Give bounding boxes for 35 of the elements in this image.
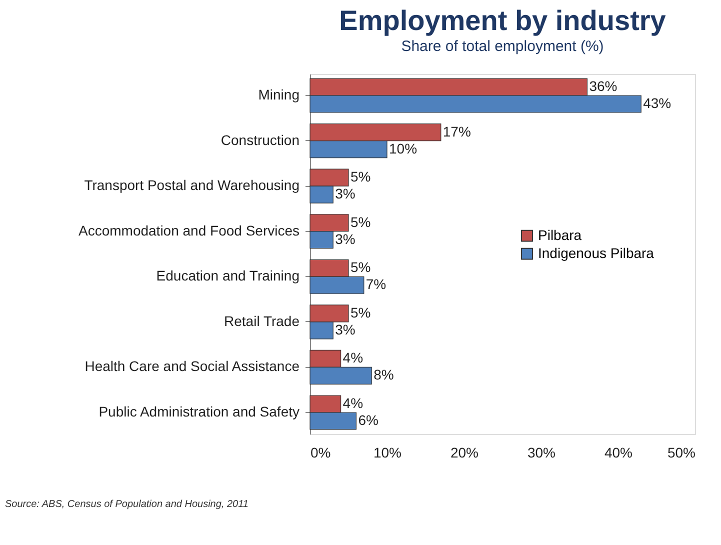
y-tick-label: Public Administration and Safety bbox=[98, 403, 300, 420]
y-tick-label: Mining bbox=[258, 86, 300, 103]
x-tick-label: 10% bbox=[373, 444, 402, 460]
data-label: 17% bbox=[442, 123, 471, 140]
data-label: 5% bbox=[350, 304, 371, 320]
x-tick-label: 0% bbox=[310, 444, 331, 460]
x-tick-label: 20% bbox=[450, 444, 479, 460]
data-label: 3% bbox=[335, 186, 356, 202]
legend-label: Pilbara bbox=[538, 226, 582, 243]
data-label: 36% bbox=[589, 78, 618, 94]
x-tick-label: 50% bbox=[667, 444, 696, 460]
data-label: 3% bbox=[335, 230, 356, 247]
data-label: 3% bbox=[335, 321, 356, 338]
data-label: 8% bbox=[374, 366, 394, 383]
source-note: Source: ABS, Census of Population and Housing, 2011 bbox=[5, 499, 248, 510]
data-label: 5% bbox=[350, 259, 371, 276]
chart-subtitle: Share of total employment (%) bbox=[401, 38, 604, 55]
data-label: 43% bbox=[643, 95, 672, 111]
x-tick-label: 30% bbox=[527, 444, 556, 460]
y-tick-label: Transport Postal and Warehousing bbox=[84, 177, 300, 194]
data-label: 5% bbox=[350, 214, 371, 230]
data-label: 4% bbox=[342, 350, 364, 366]
chart-title: Employment by industry bbox=[339, 5, 666, 36]
y-tick-label: Accommodation and Food Services bbox=[78, 222, 300, 238]
y-tick-label: Education and Training bbox=[156, 268, 300, 284]
data-label: 10% bbox=[389, 140, 418, 156]
data-label: 4% bbox=[342, 395, 364, 411]
y-tick-label: Construction bbox=[220, 132, 300, 148]
data-label: 7% bbox=[366, 276, 386, 292]
x-tick-label: 40% bbox=[604, 444, 633, 460]
y-tick-label: Retail Trade bbox=[224, 312, 300, 329]
data-label: 5% bbox=[350, 168, 371, 185]
legend-label: Indigenous Pilbara bbox=[538, 244, 654, 261]
y-tick-label: Health Care and Social Assistance bbox=[84, 358, 300, 374]
data-label: 6% bbox=[358, 412, 378, 428]
